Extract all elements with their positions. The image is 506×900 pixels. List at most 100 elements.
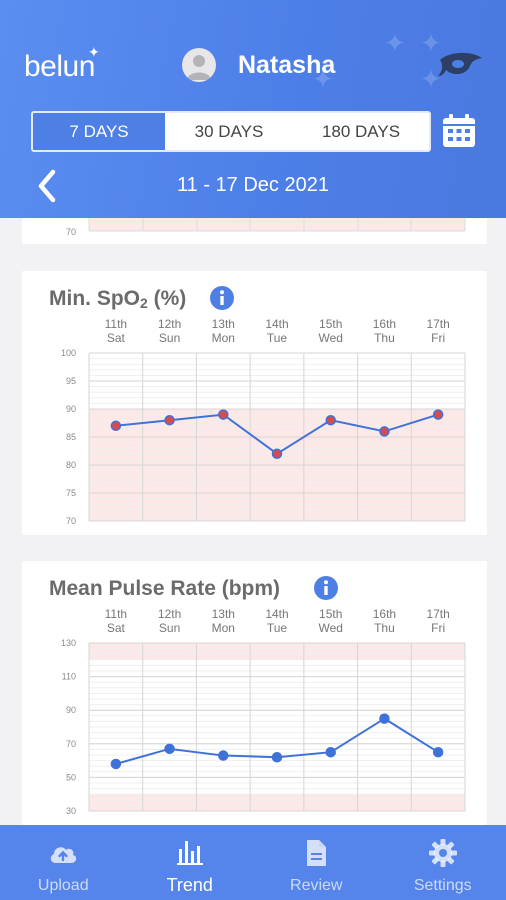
data-point	[110, 758, 122, 770]
y-tick-label: 85	[66, 432, 76, 442]
y-tick-label: 110	[62, 672, 76, 682]
x-tick-weekday: Sun	[159, 331, 180, 345]
pulse-card: Mean Pulse Rate (bpm) 130 110 90 70 50 30 11th…	[22, 561, 487, 825]
x-tick-weekday: Tue	[267, 621, 288, 635]
user-name: Natasha	[238, 51, 336, 79]
person-icon	[187, 55, 211, 80]
previous-chart-card: 70	[22, 218, 487, 244]
app-logo: belun	[24, 50, 95, 83]
cloud-upload-icon	[51, 847, 77, 863]
x-tick-day: 17th	[426, 317, 449, 331]
y-tick-label: 100	[61, 348, 76, 358]
bar-chart-icon	[176, 841, 203, 865]
pulse-chart: 1301109070503011thSat12thSun13thMon14thT…	[61, 607, 466, 816]
range-selector: 7 DAYS 30 DAYS 180 DAYS	[31, 111, 431, 152]
data-point	[379, 426, 390, 437]
date-range-label: 11 - 17 Dec 2021	[177, 174, 329, 196]
x-tick-weekday: Thu	[374, 331, 395, 345]
shaded-band	[89, 794, 465, 811]
sparkle-decoration: ✦	[384, 28, 406, 58]
x-tick-day: 16th	[373, 607, 396, 621]
x-tick-weekday: Sat	[107, 621, 126, 635]
nav-upload[interactable]: Upload	[0, 825, 127, 900]
shaded-band	[89, 643, 465, 660]
y-tick-label: 95	[66, 376, 76, 386]
back-chevron-icon[interactable]	[33, 168, 61, 204]
y-tick-label: 90	[66, 404, 76, 414]
calendar-icon[interactable]	[440, 112, 478, 150]
x-tick-weekday: Wed	[318, 331, 342, 345]
data-point	[325, 746, 336, 758]
x-tick-day: 11th	[105, 607, 127, 621]
data-point	[271, 448, 283, 460]
y-tick-label: 30	[66, 806, 76, 816]
x-tick-day: 15th	[319, 607, 342, 621]
gear-icon	[428, 839, 457, 867]
spo2-card: Min. SpO2 (%) 100 95 90 85 80 75 70 11th Sat 12th…	[22, 271, 487, 535]
info-icon[interactable]	[209, 285, 235, 311]
nav-review[interactable]: Review	[253, 825, 380, 900]
y-tick-label: 90	[66, 705, 76, 715]
document-icon	[307, 840, 327, 866]
y-tick-label: 70	[66, 739, 76, 749]
y-tick-label: 70	[66, 227, 76, 237]
nav-label: Review	[290, 877, 343, 894]
x-tick-day: 12th	[158, 607, 181, 621]
tab-7-days[interactable]: 7 DAYS	[33, 113, 165, 150]
data-point	[110, 420, 122, 432]
nav-trend[interactable]: Trend	[127, 825, 254, 900]
shaded-band	[89, 218, 465, 231]
sparkle-decoration: ✦	[420, 28, 442, 58]
eye-mask-icon[interactable]	[436, 50, 484, 80]
previous-chart-fragment: 70	[66, 218, 466, 237]
y-tick-label: 50	[66, 772, 76, 782]
data-point	[164, 414, 175, 426]
data-point	[271, 751, 283, 763]
logo-star-icon: ✦	[88, 44, 100, 60]
x-tick-weekday: Tue	[267, 331, 288, 345]
data-point	[218, 750, 229, 761]
data-point	[218, 409, 229, 420]
y-tick-label: 80	[66, 460, 76, 470]
x-tick-day: 11th	[105, 317, 127, 331]
info-icon[interactable]	[313, 575, 339, 601]
x-tick-day: 13th	[212, 607, 235, 621]
data-point	[432, 746, 444, 758]
sparkle-decoration: ✦	[420, 64, 442, 94]
x-tick-weekday: Mon	[212, 621, 235, 635]
x-tick-weekday: Thu	[374, 621, 395, 635]
y-tick-label: 75	[66, 488, 76, 498]
x-tick-weekday: Sun	[159, 621, 180, 635]
data-point	[164, 743, 175, 755]
tab-180-days[interactable]: 180 DAYS	[321, 121, 401, 141]
data-point	[325, 414, 336, 426]
x-tick-day: 15th	[319, 317, 342, 331]
sparkle-decoration: ✦	[312, 64, 334, 94]
x-tick-day: 17th	[426, 607, 449, 621]
nav-label: Trend	[166, 875, 213, 895]
x-tick-weekday: Fri	[431, 621, 445, 635]
nav-settings[interactable]: Settings	[380, 825, 506, 900]
bottom-nav: Upload Trend Review	[0, 825, 506, 900]
nav-label: Upload	[37, 877, 89, 894]
x-tick-weekday: Fri	[431, 331, 445, 345]
avatar[interactable]	[182, 48, 216, 82]
pulse-title: Mean Pulse Rate (bpm)	[49, 577, 281, 600]
y-tick-label: 70	[66, 516, 76, 526]
x-tick-day: 14th	[265, 317, 288, 331]
x-tick-weekday: Mon	[212, 331, 235, 345]
nav-label: Settings	[413, 877, 472, 894]
x-tick-day: 12th	[158, 317, 181, 331]
data-point	[379, 713, 390, 724]
x-tick-day: 14th	[265, 607, 288, 621]
x-tick-day: 13th	[212, 317, 235, 331]
header: ✦ ✦ ✦ ✦ belun ✦ Natasha 7 DAYS 30 DAYS 1…	[0, 0, 506, 218]
x-tick-weekday: Sat	[107, 331, 126, 345]
tab-30-days[interactable]: 30 DAYS	[194, 121, 264, 141]
spo2-title: Min. SpO2 (%)	[49, 287, 187, 311]
data-point	[432, 409, 444, 420]
x-tick-weekday: Wed	[318, 621, 342, 635]
x-tick-day: 16th	[373, 317, 396, 331]
y-tick-label: 130	[61, 638, 76, 648]
